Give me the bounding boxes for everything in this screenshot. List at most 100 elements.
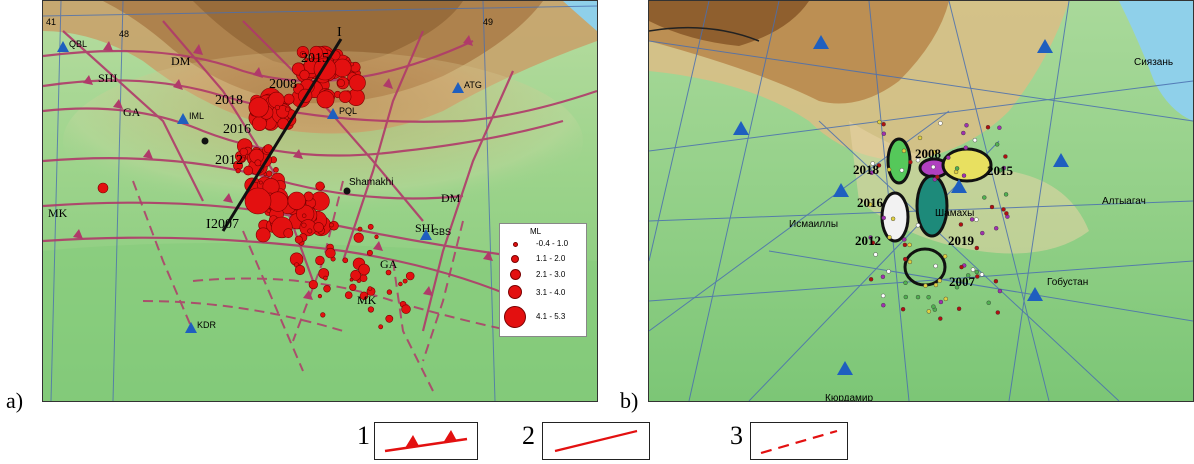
earthquake-epicenter (299, 69, 310, 80)
earthquake-epicenter (881, 303, 886, 308)
earthquake-epicenter (995, 142, 1000, 147)
place-label-1: Алтыагач (1102, 196, 1146, 207)
earthquake-epicenter (248, 97, 269, 118)
earthquake-epicenter (367, 286, 373, 291)
earthquake-epicenter (970, 267, 976, 272)
earthquake-epicenter (301, 222, 307, 228)
earthquake-epicenter (366, 249, 373, 256)
earthquake-epicenter (915, 157, 921, 163)
earthquake-epicenter (266, 170, 273, 177)
map-a-canvas (43, 1, 597, 401)
station-iml-marker (177, 113, 189, 124)
earthquake-epicenter (887, 235, 892, 240)
cluster-2019 (915, 174, 949, 238)
earthquake-epicenter (877, 119, 882, 125)
earthquake-epicenter (886, 269, 891, 274)
earthquake-epicenter (870, 161, 875, 166)
earthquake-epicenter (357, 226, 363, 232)
station-label-gbs: GBS (432, 227, 452, 237)
earthquake-epicenter (979, 272, 985, 277)
map-panel-a: 41 48 49 DM SHI GA MK DM SHI GA MK 2015 2008 2018… (42, 0, 598, 402)
earthquake-epicenter (926, 295, 931, 300)
earthquake-epicenter (932, 149, 937, 155)
earthquake-epicenter (915, 223, 921, 228)
earthquake-epicenter (353, 232, 364, 243)
earthquake-epicenter (1001, 207, 1006, 212)
station-label-qbl: QBL (69, 39, 88, 49)
earthquake-epicenter (274, 104, 280, 111)
earthquake-epicenter (385, 314, 394, 323)
earthquake-epicenter (349, 283, 357, 291)
earthquake-epicenter (933, 282, 939, 288)
zone-label-mk: MK (357, 293, 377, 307)
earthquake-epicenter (902, 242, 908, 248)
earthquake-epicenter (97, 182, 109, 194)
earthquake-epicenter (316, 90, 335, 109)
earthquake-epicenter (405, 271, 415, 281)
earthquake-epicenter (980, 230, 985, 236)
station-label-iml: IML (189, 111, 205, 121)
earthquake-epicenter (937, 278, 942, 283)
thrust-fault-symbol (384, 430, 468, 453)
zone-label-dm: DM (171, 54, 191, 68)
year-label-2015: 2015 (301, 51, 329, 66)
earthquake-epicenter (359, 291, 369, 300)
earthquake-epicenter (339, 90, 352, 103)
earthquake-epicenter (997, 288, 1003, 294)
earthquake-epicenter (881, 215, 886, 221)
year-label-2007: 2007 (211, 217, 239, 232)
earthquake-epicenter (915, 294, 921, 300)
ml-dot-4 (508, 285, 522, 299)
earthquake-epicenter (378, 324, 384, 330)
ml-class-2: 1.1 - 2.0 (536, 254, 566, 263)
earthquake-epicenters (97, 45, 415, 330)
earthquake-epicenter (1003, 192, 1009, 197)
earthquake-epicenter (294, 264, 306, 276)
profile-label-start: I (206, 217, 211, 232)
earthquake-epicenter (880, 274, 886, 279)
earthquake-epicenter (304, 57, 309, 62)
earthquake-epicenter (398, 281, 403, 287)
earthquake-epicenter (903, 256, 908, 262)
earthquake-epicenter (974, 245, 979, 251)
earthquake-epicenter (954, 285, 960, 290)
earthquake-epicenter (900, 307, 906, 312)
grid-label-48: 48 (119, 29, 130, 39)
seismic-stations-b (733, 35, 1069, 375)
earthquake-epicenter (1003, 154, 1008, 159)
seismic-stations (57, 41, 464, 333)
earthquake-epicenter (907, 242, 912, 248)
earthquake-epicenter (255, 227, 271, 243)
earthquake-epicenter (243, 165, 253, 176)
legend-thrust-fault (374, 422, 478, 460)
profile-label-end: I (337, 25, 342, 40)
map-b-canvas (649, 1, 1193, 401)
city-label-shamakhi: Shamakhi (349, 177, 394, 188)
earthquake-epicenter (867, 202, 873, 207)
earthquake-epicenter (881, 131, 887, 136)
magnitude-legend-title: ML (530, 227, 542, 236)
earthquake-epicenter (931, 164, 936, 170)
earthquake-epicenter (294, 235, 303, 244)
year-label-b-2008: 2008 (915, 146, 941, 161)
magnitude-legend: ML -0.4 - 1.0 1.1 - 2.0 2.1 - 3.0 3.1 - … (499, 223, 587, 337)
map-panel-b: Сиязань Алтыагач Исмаиллы Шамахы Гобустан Кюр… (648, 0, 1194, 402)
year-label-2016: 2016 (223, 122, 251, 137)
earthquake-epicenter (285, 106, 291, 112)
earthquake-epicenter (348, 74, 366, 92)
earthquake-epicenter (964, 123, 969, 128)
year-label-b-2015: 2015 (987, 163, 1013, 178)
earthquake-epicenter (1004, 211, 1009, 216)
earthquake-epicenter (374, 234, 379, 239)
earthquake-epicenter (938, 299, 944, 305)
earthquake-epicenter (931, 304, 936, 309)
earthquake-epicenter (926, 309, 931, 314)
year-label-2018: 2018 (215, 93, 243, 108)
earthquake-epicenter (367, 223, 374, 230)
fault-line-symbol (554, 429, 638, 453)
cluster-2012 (880, 191, 910, 243)
station-atg-marker (452, 82, 464, 93)
city-marker (201, 137, 209, 145)
earthquake-epicenter (961, 130, 966, 136)
place-label-4: Гобустан (1047, 277, 1089, 288)
